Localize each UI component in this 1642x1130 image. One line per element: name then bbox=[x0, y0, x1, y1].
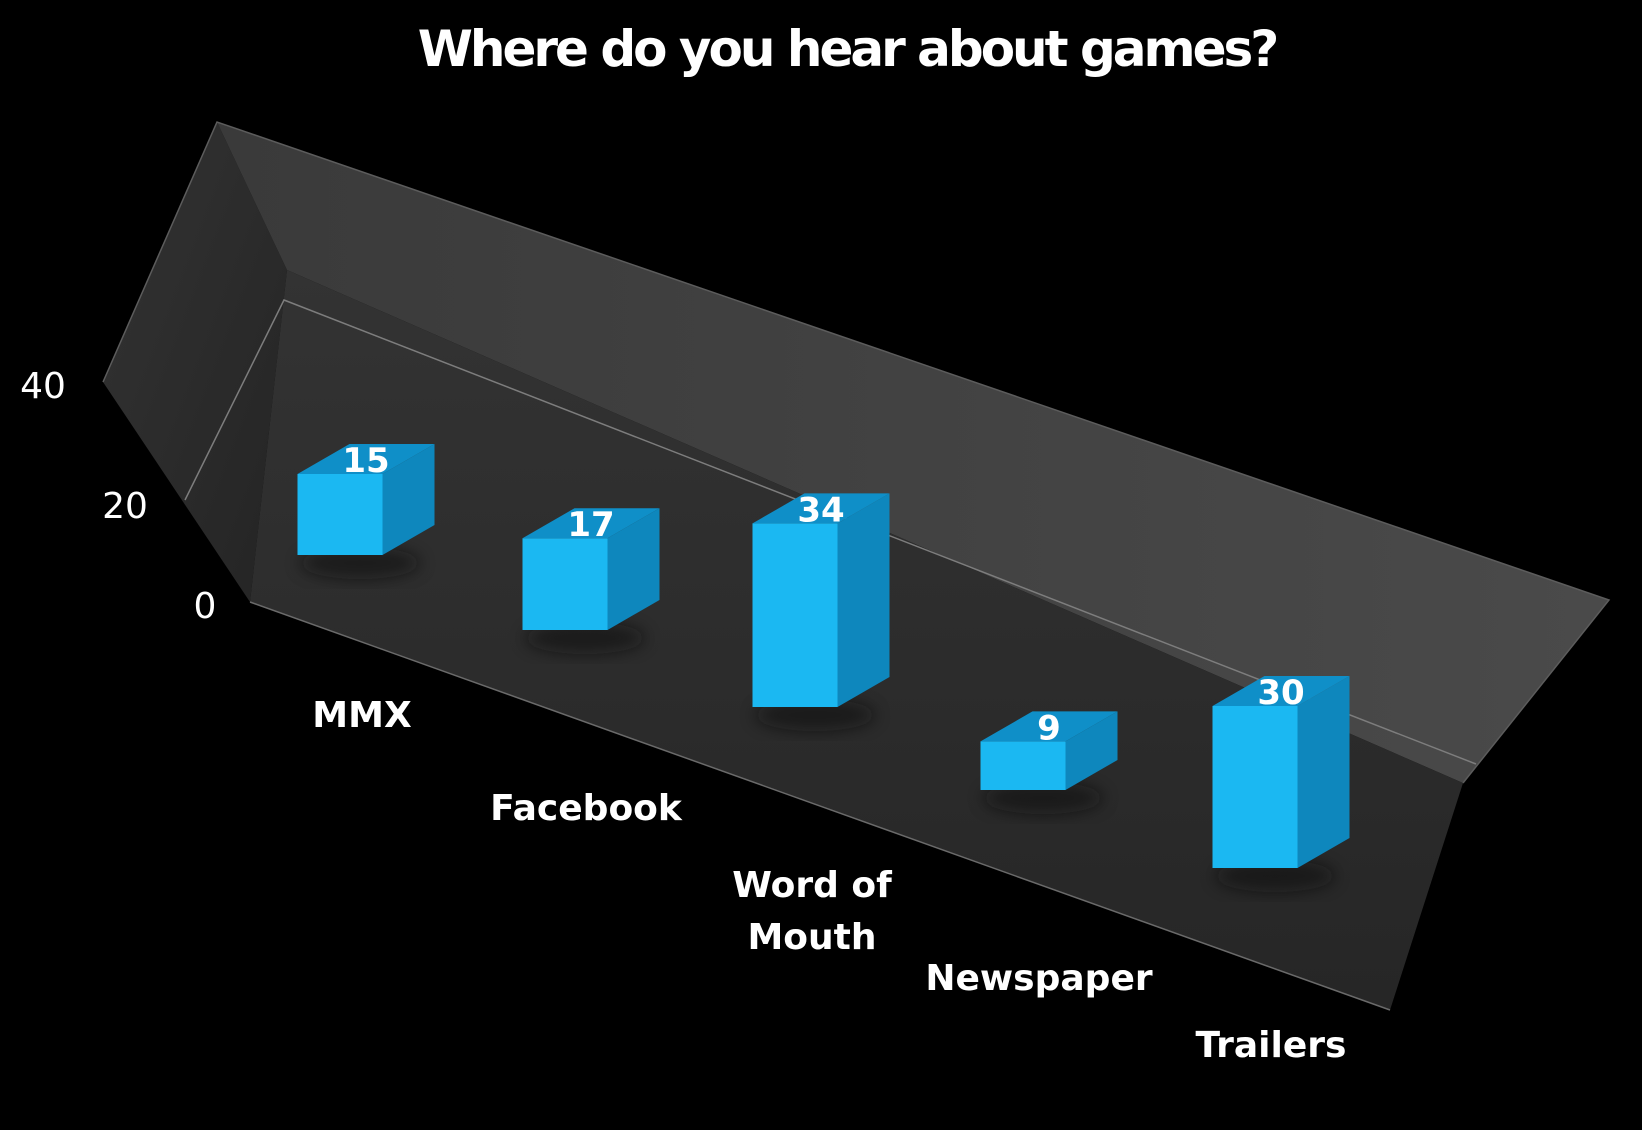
bar: 9 bbox=[980, 708, 1118, 814]
data-label: 17 bbox=[567, 505, 614, 545]
bar-top-face bbox=[297, 444, 435, 474]
bar-side-face bbox=[1297, 676, 1350, 868]
bar-top-face bbox=[1212, 676, 1350, 706]
bar-side-face bbox=[837, 493, 890, 707]
floor-front-edge bbox=[249, 601, 1391, 1011]
y-tick-label: 0 bbox=[194, 586, 217, 627]
bar-front-face bbox=[752, 523, 838, 707]
category-label: Newspaper bbox=[925, 958, 1152, 999]
bar-front-face bbox=[297, 474, 383, 555]
data-label: 15 bbox=[342, 441, 389, 481]
bar-front-face bbox=[1212, 706, 1298, 868]
bar: 15 bbox=[297, 441, 435, 579]
bar-front-face bbox=[522, 538, 608, 630]
back-wall bbox=[217, 122, 1609, 783]
category-label: Word of Mouth bbox=[732, 865, 892, 958]
bar-side-face bbox=[382, 444, 435, 555]
y-tick-label: 40 bbox=[20, 366, 66, 407]
category-label: MMX bbox=[312, 695, 412, 736]
bar-side-face bbox=[607, 508, 660, 630]
bar-top-face bbox=[752, 493, 890, 524]
bar-side-face bbox=[1065, 711, 1118, 790]
chart-title: Where do you hear about games? bbox=[418, 20, 1277, 78]
data-label: 30 bbox=[1257, 673, 1304, 713]
gridline-20 bbox=[184, 299, 1477, 765]
side-wall bbox=[103, 122, 287, 602]
bar: 30 bbox=[1212, 673, 1350, 892]
bars: 15 17 34 9 30 bbox=[297, 441, 1350, 892]
bar-top-face bbox=[980, 711, 1118, 742]
category-label: Trailers bbox=[1196, 1025, 1347, 1066]
data-label: 34 bbox=[797, 490, 844, 530]
bar-front-face bbox=[980, 741, 1066, 790]
bar: 34 bbox=[752, 490, 890, 731]
y-tick-label: 20 bbox=[102, 486, 148, 527]
wall-edge bbox=[102, 121, 1611, 784]
data-label: 9 bbox=[1037, 708, 1061, 748]
bar-top-face bbox=[522, 508, 660, 539]
bar: 17 bbox=[522, 505, 660, 654]
category-label: Facebook bbox=[490, 788, 683, 829]
